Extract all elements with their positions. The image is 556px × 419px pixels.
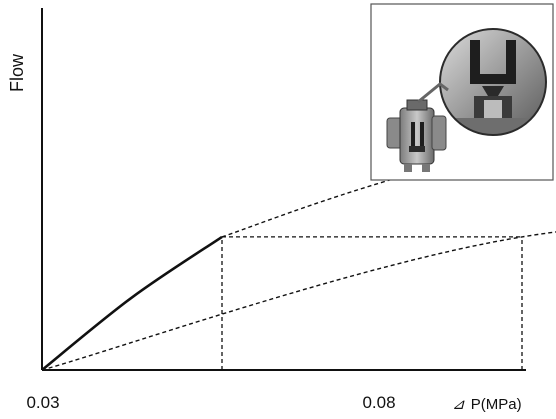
x-tick-label-0: 0.03 (26, 393, 59, 412)
inset-photo (370, 3, 554, 181)
reference-layer (221, 236, 523, 370)
valve-body (386, 82, 449, 172)
magnifier-lens (439, 28, 547, 136)
x-axis-label: ⊿ P(MPa) (452, 395, 522, 413)
x-axis-label-text: P(MPa) (471, 396, 522, 413)
series-line-0 (41, 235, 223, 372)
x-axis-label-symbol: ⊿ (452, 395, 465, 413)
x-tick-label-1: 0.08 (362, 393, 395, 412)
y-axis-label: Flow (7, 53, 27, 92)
series-line-1 (221, 132, 556, 238)
